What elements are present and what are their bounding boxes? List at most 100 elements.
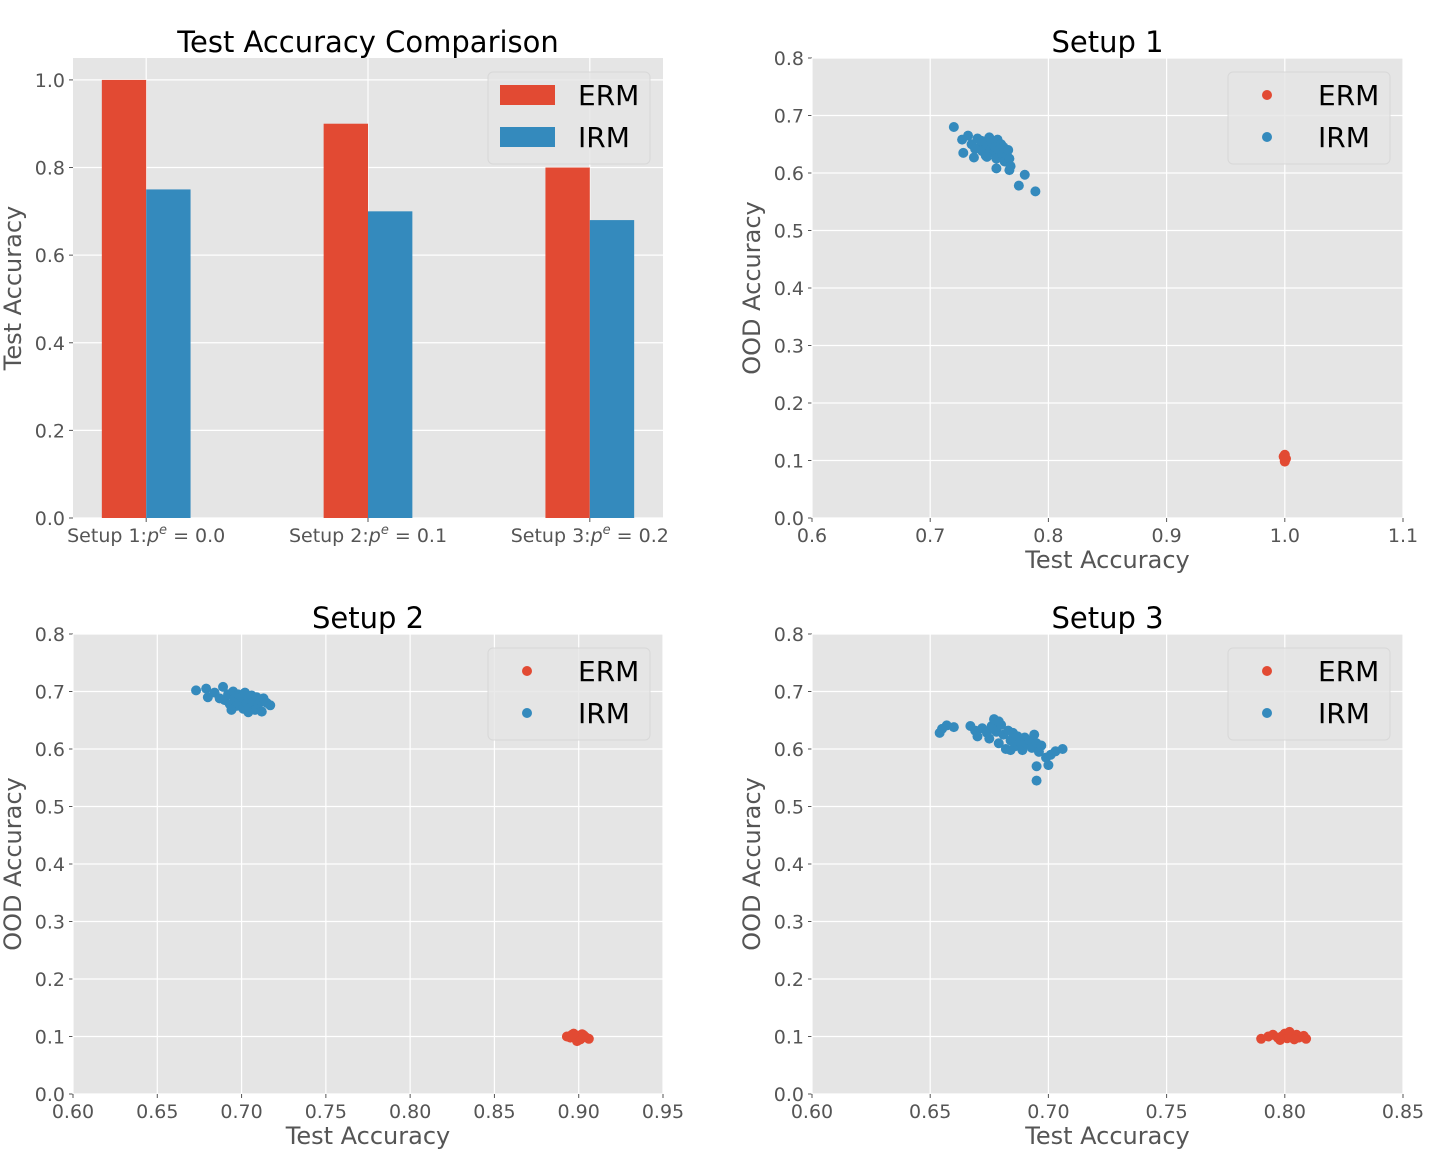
point-irm [256,706,267,717]
x-axis-label: Test Accuracy [1024,546,1189,574]
y-tick-label: 0.6 [35,245,65,267]
legend-label: IRM [578,697,630,730]
y-axis-label: Test Accuracy [0,206,27,371]
x-tick-label: 0.85 [473,1101,515,1123]
point-irm [265,700,276,711]
point-irm [1003,145,1014,155]
x-tick-label: 0.80 [1264,1101,1306,1123]
point-irm [968,152,979,163]
y-tick-label: 0.2 [35,420,65,442]
point-irm [1043,760,1054,771]
y-tick-label: 0.2 [774,969,804,991]
point-erm [568,1028,579,1039]
legend-label: ERM [1318,655,1379,688]
y-tick-label: 0.7 [774,106,804,128]
point-irm [1005,745,1016,756]
x-axis-label: Test Accuracy [1024,1122,1189,1150]
y-tick-label: 0.6 [774,163,804,185]
point-irm [1019,169,1030,180]
y-tick-label: 0.8 [774,624,804,646]
x-tick-label: 0.85 [1382,1101,1424,1123]
point-irm [1013,180,1024,191]
point-erm [1289,1034,1300,1045]
point-irm [976,135,987,146]
chart-panel-4: 0.0 0.1 0.2 0.3 0.4 0.5 0.6 0.7 0.8 0.60 0.65 0.70 0… [738,601,1424,1150]
point-erm [578,1030,589,1041]
x-tick-label: 0.8 [1033,525,1063,547]
point-irm [958,147,969,158]
y-tick-label: 0.1 [774,451,804,473]
x-tick-label: 0.70 [220,1101,262,1123]
point-irm [243,707,254,718]
point-irm [1031,761,1042,772]
chart-panel-1: 0.0 0.2 0.4 0.6 0.8 1.0 Setup 1:pe = 0.0 Setup … [0,25,669,547]
x-tick-label: 1.1 [1388,525,1418,547]
point-irm [963,130,974,141]
y-tick-label: 0.4 [35,333,65,355]
y-tick-label: 0.7 [774,682,804,704]
y-tick-label: 0.2 [774,393,804,415]
y-tick-label: 0.1 [774,1027,804,1049]
y-tick-label: 0.5 [774,221,804,243]
bar-irm [146,189,191,518]
legend-label: ERM [578,79,639,112]
x-tick-label: 0.90 [558,1101,600,1123]
bar-irm [589,220,635,518]
bar-erm [101,79,147,519]
chart-title: Setup 3 [1051,601,1163,635]
y-tick-label: 0.8 [35,624,65,646]
legend-marker-erm [1262,90,1272,100]
x-tick-label: 0.70 [1027,1101,1069,1123]
bar-erm [323,123,368,518]
legend-swatch-erm [500,85,555,105]
y-tick-label: 0.8 [35,158,65,180]
y-tick-label: 0.8 [774,48,804,70]
x-tick-label: 0.60 [52,1101,94,1123]
point-irm [981,151,992,162]
y-tick-label: 0.5 [774,797,804,819]
y-tick-label: 0.5 [35,797,65,819]
point-irm [972,731,983,742]
y-tick-label: 0.4 [774,854,804,876]
point-irm [1036,740,1047,751]
point-irm [218,681,229,692]
y-axis-label: OOD Accuracy [738,201,766,374]
y-axis-label: OOD Accuracy [0,777,27,950]
x-tick-label: Setup 2:pe = 0.1 [289,523,447,547]
chart-panel-3: 0.0 0.1 0.2 0.3 0.4 0.5 0.6 0.7 0.8 0.60 0.65 0.70 0… [0,601,684,1150]
y-tick-label: 0.0 [35,508,65,530]
y-tick-label: 0.3 [35,912,65,934]
x-tick-label: 0.6 [797,525,827,547]
y-tick-label: 0.0 [774,508,804,530]
point-irm [1057,744,1068,754]
y-tick-label: 0.1 [35,1027,65,1049]
legend-marker-erm [1262,666,1272,676]
bar-irm [368,211,413,519]
point-erm [1280,453,1291,464]
legend-marker-irm [1262,708,1272,718]
chart-title: Setup 2 [312,601,424,635]
x-tick-label: 0.60 [791,1101,833,1123]
legend-label: ERM [1318,79,1379,112]
legend: ERM IRM [487,71,651,165]
point-irm [1030,186,1041,197]
y-tick-label: 0.6 [774,739,804,761]
x-axis-label: Test Accuracy [285,1122,450,1150]
y-tick-label: 0.4 [774,278,804,300]
x-tick-label: Setup 1:pe = 0.0 [67,523,225,547]
legend-label: IRM [1318,697,1370,730]
point-irm [1029,729,1040,740]
y-tick-label: 0.4 [35,854,65,876]
point-irm [970,143,981,154]
point-irm [991,163,1002,174]
y-tick-label: 0.3 [774,912,804,934]
legend: ERM IRM [1227,647,1391,741]
point-irm [948,122,959,132]
chart-panel-2: 0.0 0.1 0.2 0.3 0.4 0.5 0.6 0.7 0.8 0.6 0.7 0.8 0.9 1… [738,25,1418,574]
legend-swatch-irm [500,127,555,147]
legend-marker-irm [522,708,532,718]
y-tick-label: 0.0 [35,1084,65,1106]
point-erm [1275,1034,1286,1045]
legend: ERM IRM [487,647,651,741]
